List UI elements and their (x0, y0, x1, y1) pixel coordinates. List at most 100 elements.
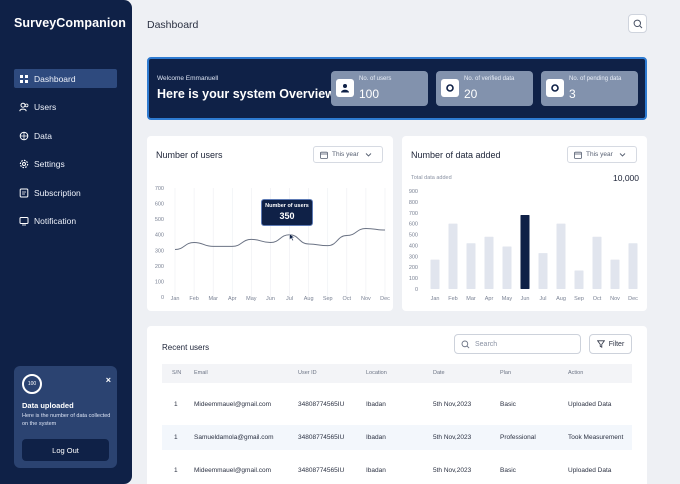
data-bar (520, 214, 530, 289)
x-tick-label: Jun (521, 296, 530, 302)
table-row[interactable]: 1 Mideemmauel@gmail.com 34808774565IU Ib… (162, 458, 632, 483)
upload-title: Data uploaded (22, 401, 74, 410)
cell-date: 5th Nov,2023 (433, 434, 472, 441)
y-tick-label: 0 (161, 295, 164, 301)
y-tick-label: 200 (155, 264, 164, 270)
stat-card-verified: No. of verified data 20 (436, 71, 533, 106)
x-tick-label: Sep (323, 296, 333, 302)
sidebar-item-data[interactable]: Data (14, 126, 117, 145)
cell-action: Uploaded Data (568, 401, 612, 408)
stat-card-pending: No. of pending data 3 (541, 71, 638, 106)
stat-label: No. of verified data (464, 76, 515, 82)
x-tick-label: May (502, 296, 513, 302)
column-header: Action (568, 370, 584, 376)
x-tick-label: Dec (628, 296, 638, 302)
header-search-button[interactable] (628, 14, 647, 33)
sidebar-item-label: Subscription (34, 187, 81, 198)
subscription-icon (19, 188, 29, 197)
cell-sn: 1 (174, 434, 178, 441)
cell-date: 5th Nov,2023 (433, 401, 472, 408)
y-tick-label: 700 (155, 186, 164, 192)
x-tick-label: May (246, 296, 257, 302)
data-bar (502, 246, 512, 289)
cell-user-id: 34808774565IU (298, 401, 345, 408)
recent-users-card: Recent users Search Filter S/N Email Use… (147, 326, 647, 484)
search-icon (461, 340, 470, 348)
x-tick-label: Aug (556, 296, 566, 302)
data-bar (484, 236, 494, 289)
cell-sn: 1 (174, 467, 178, 474)
x-tick-label: Mar (208, 296, 218, 302)
sidebar-item-notification[interactable]: Notification (14, 212, 117, 231)
users-search-input[interactable]: Search (454, 334, 581, 354)
users-icon (19, 102, 29, 112)
table-row[interactable]: 1 Mideemmauel@gmail.com 34808774565IU Ib… (162, 392, 632, 417)
sidebar-nav: Dashboard Users Data Settings Subscripti… (14, 69, 117, 240)
data-bar-chart: 0 100 200 300 400 500 600 700 800 900 Jan Feb Mar Apr… (409, 189, 638, 302)
total-data-label: Total data added (411, 175, 452, 181)
column-header: Email (194, 370, 208, 376)
cell-sn: 1 (174, 401, 178, 408)
column-header: Date (433, 370, 445, 376)
data-bar (574, 270, 584, 289)
close-icon[interactable]: × (105, 375, 111, 385)
brand-logo: SurveyCompanion (14, 16, 126, 30)
x-tick-label: Jul (539, 296, 546, 302)
recent-users-title: Recent users (162, 343, 210, 352)
users-period-select[interactable]: This year (313, 146, 383, 163)
sidebar-item-label: Dashboard (34, 73, 76, 84)
data-bar (430, 259, 440, 289)
welcome-text: Welcome Emmanuell (157, 75, 219, 82)
y-tick-label: 500 (409, 233, 418, 239)
y-tick-label: 100 (155, 279, 164, 285)
calendar-icon (320, 151, 328, 159)
filter-icon (596, 340, 605, 348)
chevron-down-icon (619, 153, 626, 157)
calendar-icon (574, 151, 582, 159)
cell-action: Took Measurement (568, 434, 624, 441)
sidebar-item-subscription[interactable]: Subscription (14, 183, 117, 202)
x-tick-label: Feb (189, 296, 198, 302)
x-tick-label: Nov (610, 296, 620, 302)
stat-value: 20 (464, 87, 478, 101)
stat-value: 100 (359, 87, 380, 101)
sidebar-item-dashboard[interactable]: Dashboard (14, 69, 117, 88)
sidebar: SurveyCompanion Dashboard Users Data Set… (0, 0, 132, 484)
cursor-icon (289, 233, 295, 241)
filter-label: Filter (608, 340, 625, 348)
cell-user-id: 34808774565IU (298, 434, 345, 441)
total-data-value: 10,000 (613, 173, 639, 183)
sidebar-item-users[interactable]: Users (14, 98, 117, 117)
cell-location: Ibadan (366, 434, 386, 441)
users-series-line (174, 227, 386, 251)
cell-plan: Basic (500, 467, 516, 474)
logout-button[interactable]: Log Out (22, 439, 109, 461)
y-tick-label: 200 (409, 265, 418, 271)
page-title: Dashboard (147, 19, 199, 31)
stat-label: No. of pending data (569, 76, 622, 82)
upload-progress-ring: 100 (22, 374, 42, 394)
upload-status-card: 100 × Data uploaded Here is the number o… (14, 366, 117, 468)
table-row[interactable]: 1 Samueldamola@gmail.com 34808774565IU I… (162, 425, 632, 450)
filter-button[interactable]: Filter (589, 334, 632, 354)
users-chart-title: Number of users (156, 150, 223, 160)
sidebar-item-label: Notification (34, 216, 77, 226)
x-tick-label: Jan (431, 296, 440, 302)
overview-title: Here is your system Overview (157, 87, 335, 101)
y-tick-label: 100 (409, 276, 418, 282)
cell-plan: Professional (500, 434, 536, 441)
y-tick-label: 800 (409, 200, 418, 206)
cell-user-id: 34808774565IU (298, 467, 345, 474)
x-tick-label: Nov (361, 296, 371, 302)
upload-description: Here is the number of data collected on … (22, 413, 111, 427)
column-header: User ID (298, 370, 317, 376)
x-tick-label: Aug (304, 296, 314, 302)
period-label: This year (586, 151, 613, 158)
data-period-select[interactable]: This year (567, 146, 637, 163)
y-tick-label: 400 (155, 233, 164, 239)
cell-date: 5th Nov,2023 (433, 467, 472, 474)
sidebar-item-settings[interactable]: Settings (14, 155, 117, 174)
y-tick-label: 600 (155, 202, 164, 208)
cell-email: Mideemmauel@gmail.com (194, 401, 272, 408)
x-tick-label: Feb (448, 296, 457, 302)
